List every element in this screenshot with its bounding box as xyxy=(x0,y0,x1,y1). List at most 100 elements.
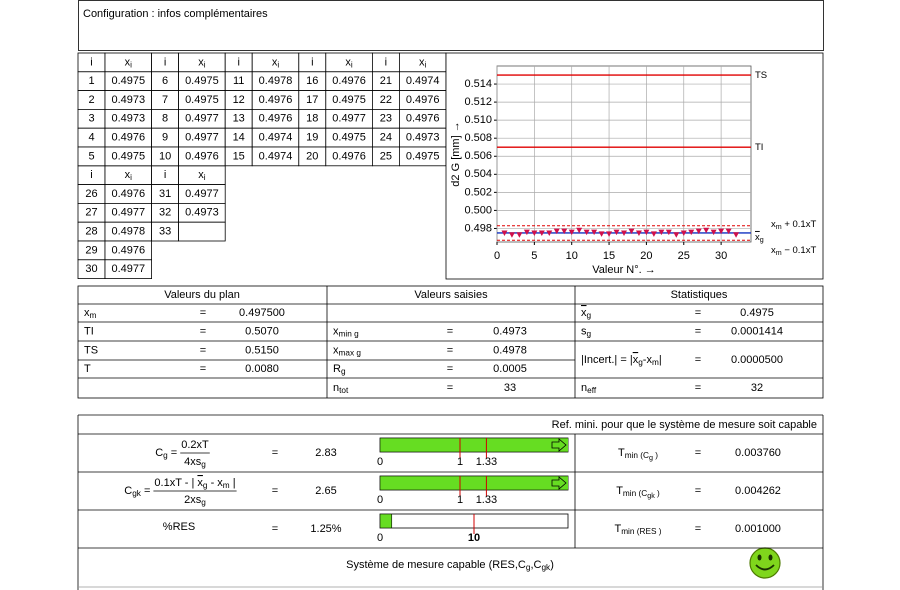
label-part: C xyxy=(124,485,132,497)
label-part: gk xyxy=(132,489,142,498)
index: 18 xyxy=(306,113,318,125)
index: 6 xyxy=(162,75,168,87)
label-part: i xyxy=(351,61,353,70)
gauge-tick-label: 0 xyxy=(377,494,383,506)
measurement: 0.4975 xyxy=(332,94,366,106)
measurement: 0.4977 xyxy=(332,113,366,125)
index: 15 xyxy=(233,150,245,162)
stat-label: neff xyxy=(581,382,597,395)
stat-value: 0.5150 xyxy=(245,344,279,356)
label-part: R xyxy=(333,363,341,375)
col-x-header: xi xyxy=(125,169,133,182)
col-i-header: i xyxy=(311,56,313,68)
label-part: = xyxy=(168,447,177,459)
label-part: x xyxy=(125,56,131,68)
label-part: 0.1xT - | xyxy=(154,477,197,489)
equals: = xyxy=(272,523,278,535)
label-part: x xyxy=(419,56,425,68)
measurement: 0.4977 xyxy=(185,188,219,200)
label-part: n xyxy=(581,382,587,394)
measurement: 0.4976 xyxy=(332,150,366,162)
label-part: TS xyxy=(755,70,767,81)
label-part: ) xyxy=(550,559,554,571)
label-part: | xyxy=(230,477,236,489)
index: 32 xyxy=(159,207,171,219)
x-tick-label: 5 xyxy=(531,250,537,262)
stat-value: 32 xyxy=(751,382,763,394)
capability-status: Système de mesure capable (RES,Cg,Cgk) xyxy=(346,559,554,572)
label-part: i xyxy=(277,61,279,70)
tmin-value: 0.001000 xyxy=(735,523,781,535)
index: 13 xyxy=(233,113,245,125)
gauge-tick-label: 1.33 xyxy=(476,456,497,468)
data-point xyxy=(613,229,620,236)
label-part: C xyxy=(155,447,163,459)
measurement: 0.4973 xyxy=(185,207,219,219)
section-header: Valeurs du plan xyxy=(164,289,240,301)
col-i-header: i xyxy=(237,56,239,68)
stat-label: xm xyxy=(84,307,97,320)
data-point xyxy=(695,228,702,235)
x-tick-label: 15 xyxy=(603,250,615,262)
measurement: 0.4975 xyxy=(185,94,219,106)
data-point xyxy=(561,228,568,235)
label-part: − 0.1xT xyxy=(782,245,817,256)
measurement: 0.4975 xyxy=(111,75,145,87)
index: 11 xyxy=(233,75,244,87)
label-part: x xyxy=(771,245,776,256)
label-part: x xyxy=(333,325,339,337)
index: 26 xyxy=(85,188,97,200)
measurement: 0.4975 xyxy=(406,150,440,162)
index: 19 xyxy=(306,132,318,144)
measurement: 0.4976 xyxy=(111,132,145,144)
data-point xyxy=(516,232,523,238)
equals: = xyxy=(272,447,278,459)
measurement: 0.4974 xyxy=(406,75,440,87)
label-part: -x xyxy=(643,354,653,366)
label-part: g xyxy=(163,451,168,460)
measurement: 0.4977 xyxy=(111,263,145,275)
index: 20 xyxy=(306,150,318,162)
label-part: | xyxy=(659,354,662,366)
formula-numerator: 0.1xT - | xg - xm | xyxy=(154,477,235,490)
label-part: x xyxy=(633,354,639,366)
gauge-bar xyxy=(380,514,393,528)
label-part: min g xyxy=(339,330,360,339)
label-part: g xyxy=(201,498,206,507)
equals: = xyxy=(695,485,701,497)
formula-lhs: Cgk = xyxy=(124,485,150,498)
label-part: TI xyxy=(84,325,94,337)
measurement: 0.4978 xyxy=(259,75,293,87)
label-part: x xyxy=(755,231,760,242)
col-x-header: xi xyxy=(272,56,280,69)
tmin-value: 0.003760 xyxy=(735,447,781,459)
label-part: ) xyxy=(655,489,660,498)
data-point xyxy=(635,230,642,236)
label-part: x xyxy=(581,307,587,319)
col-x-header: xi xyxy=(125,56,133,69)
measurement: 0.4976 xyxy=(259,94,293,106)
data-point xyxy=(650,231,657,237)
stat-value: 0.4975 xyxy=(740,307,774,319)
tmin-value: 0.004262 xyxy=(735,485,781,497)
equals: = xyxy=(447,325,453,337)
label-part: TS xyxy=(84,344,98,356)
stat-label: xg xyxy=(581,307,592,320)
formula-lhs: Cg = xyxy=(155,447,177,460)
index: 10 xyxy=(159,150,171,162)
y-tick-label: 0.500 xyxy=(464,204,492,216)
config-box xyxy=(78,0,824,51)
formula-lhs: %RES xyxy=(163,521,195,533)
index: 9 xyxy=(162,132,168,144)
label-part: x xyxy=(345,56,351,68)
gauge-tick-label: 10 xyxy=(468,532,480,544)
limit-label: xm + 0.1xT xyxy=(771,218,816,230)
measurement: 0.4977 xyxy=(185,113,219,125)
data-point xyxy=(591,229,598,236)
index: 22 xyxy=(380,94,392,106)
capability-value: 2.65 xyxy=(315,485,336,497)
label-part: x xyxy=(333,344,339,356)
y-tick-label: 0.514 xyxy=(464,78,492,90)
index: 24 xyxy=(380,132,392,144)
